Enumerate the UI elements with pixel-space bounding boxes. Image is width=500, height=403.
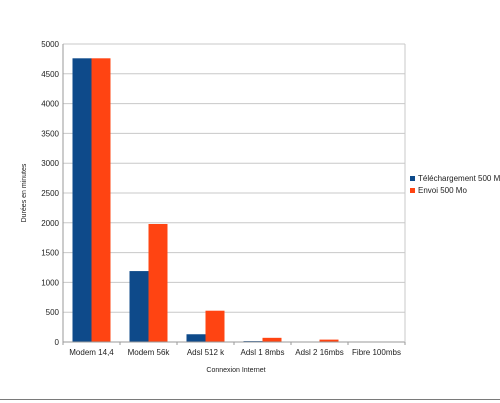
- bottom-divider: [0, 399, 500, 400]
- y-tick-label: 2500: [41, 189, 59, 198]
- bar-envoi-0: [91, 58, 111, 342]
- y-tick-label: 5000: [41, 40, 59, 49]
- y-tick-label: 1000: [41, 278, 59, 287]
- bar-telechargement-1: [129, 271, 149, 342]
- bar-envoi-2: [205, 310, 225, 342]
- legend-label: Téléchargement 500 Mo: [418, 174, 500, 183]
- bar-envoi-3: [262, 337, 282, 342]
- bar-telechargement-2: [186, 334, 206, 342]
- x-axis-title: Connexion Internet: [206, 367, 265, 374]
- axes: [62, 44, 406, 345]
- x-tick-labels: Modem 14,4 Modem 56k Adsl 512 k Adsl 1 8mbs…: [69, 348, 401, 357]
- legend: Téléchargement 500 Mo Envoi 500 Mo: [410, 174, 500, 195]
- legend-label: Envoi 500 Mo: [418, 186, 467, 195]
- y-tick-label: 2000: [41, 219, 59, 228]
- bars: [72, 58, 396, 342]
- x-tick-label: Adsl 512 k: [187, 348, 225, 357]
- y-axis-title: Durées en minutes: [21, 163, 28, 222]
- y-tick-label: 1500: [41, 249, 59, 258]
- x-tick-label: Modem 56k: [128, 348, 171, 357]
- y-tick-label: 4500: [41, 70, 59, 79]
- bar-envoi-1: [148, 223, 168, 342]
- y-tick-label: 3500: [41, 129, 59, 138]
- y-tick-labels: 0 500 1000 1500 2000 2500 3000 3500 4000 4500 5000: [41, 40, 59, 347]
- legend-swatch: [410, 176, 415, 181]
- legend-swatch: [410, 188, 415, 193]
- y-tick-label: 500: [46, 308, 60, 317]
- y-tick-label: 0: [55, 338, 60, 347]
- y-tick-label: 4000: [41, 100, 59, 109]
- y-tick-label: 3000: [41, 159, 59, 168]
- grid-lines: [63, 43, 405, 343]
- x-tick-label: Adsl 2 16mbs: [295, 348, 343, 357]
- x-tick-label: Adsl 1 8mbs: [240, 348, 284, 357]
- bar-envoi-4: [319, 339, 339, 342]
- bar-telechargement-0: [72, 58, 92, 342]
- x-tick-label: Modem 14,4: [69, 348, 114, 357]
- x-tick-label: Fibre 100mbs: [352, 348, 401, 357]
